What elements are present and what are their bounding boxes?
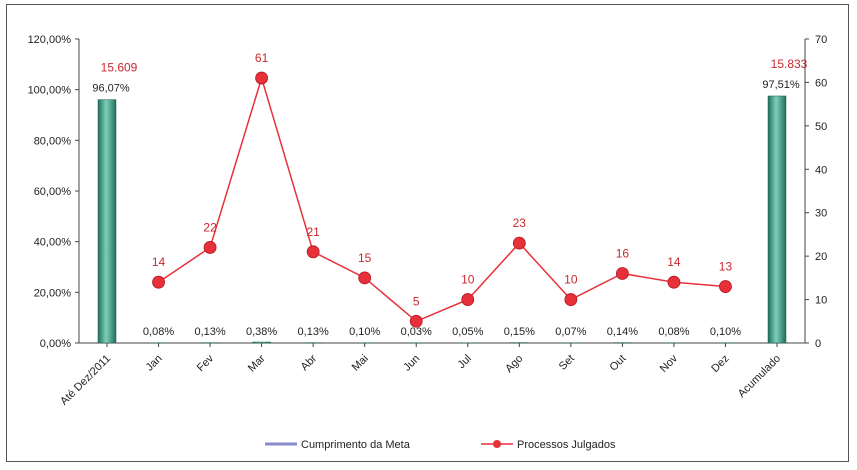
x-tick-label: Abr	[299, 352, 320, 373]
combo-chart: 0,00% 20,00% 40,00% 60,00% 80,00% 100,00% 120,…	[28, 34, 828, 451]
line-value-label: 10	[461, 273, 475, 287]
line-point	[719, 280, 732, 293]
line-point	[358, 271, 372, 285]
line-point	[512, 236, 526, 250]
x-tick-label: Nov	[658, 352, 681, 375]
bar-total-label: 15.609	[101, 61, 138, 75]
line-point	[461, 293, 475, 306]
x-tick-label: Acumulado	[736, 353, 783, 400]
left-tick-label: 0,00%	[40, 338, 71, 350]
x-tick-label: Out	[607, 353, 628, 374]
line-value-label: 14	[152, 255, 166, 269]
x-tick-label: Ago	[503, 353, 525, 375]
bar-total-label: 15.833	[771, 57, 808, 71]
left-tick-label: 20,00%	[34, 287, 72, 299]
x-tick-label: Fev	[195, 352, 217, 374]
bar-value-label: 0,08%	[143, 326, 174, 338]
bar-value-label: 0,08%	[658, 326, 689, 338]
bars	[97, 95, 787, 344]
x-tick-label: Set	[557, 353, 577, 373]
bar-value-label: 0,10%	[349, 326, 380, 338]
legend-label-meta: Cumprimento da Meta	[301, 439, 411, 451]
bar	[767, 95, 787, 344]
line-value-label: 61	[255, 51, 269, 65]
line-point	[667, 275, 681, 289]
bar-value-label: 0,13%	[298, 326, 329, 338]
line-point	[255, 71, 269, 85]
bar-value-label: 0,05%	[452, 326, 483, 338]
axes: 0,00% 20,00% 40,00% 60,00% 80,00% 100,00% 120,…	[28, 34, 828, 408]
right-tick-label: 60	[815, 77, 827, 89]
line-point	[615, 267, 629, 280]
right-tick-label: 30	[815, 208, 827, 220]
legend-marker-processos	[493, 440, 501, 448]
line-value-label: 13	[719, 260, 733, 274]
right-tick-label: 40	[815, 164, 827, 176]
right-tick-label: 20	[815, 251, 827, 263]
left-tick-label: 120,00%	[28, 34, 72, 46]
bar-value-label: 0,38%	[246, 326, 277, 338]
bar-value-label: 0,07%	[555, 326, 586, 338]
bar-value-label: 97,51%	[762, 79, 800, 91]
bar-value-label: 0,03%	[401, 326, 432, 338]
line-series: 14 22 61 21 15 5 10 23 10 16 14 13	[152, 51, 733, 328]
line-value-label: 5	[413, 294, 420, 308]
left-tick-label: 40,00%	[34, 237, 72, 249]
x-tick-label: Mar	[246, 352, 268, 374]
x-tick-label: Jul	[455, 353, 473, 371]
line-point	[152, 275, 165, 289]
bar	[97, 99, 117, 344]
processos-julgados-line	[158, 75, 726, 323]
line-value-label: 22	[203, 220, 217, 234]
right-tick-label: 70	[815, 34, 827, 46]
labels: 96,07% 0,08% 0,13% 0,38% 0,13% 0,10% 0,03% 0,05…	[92, 57, 807, 338]
line-value-label: 10	[564, 273, 578, 287]
x-tick-label: Jan	[144, 353, 165, 374]
line-point	[203, 241, 217, 254]
bar-value-label: 0,14%	[607, 326, 638, 338]
legend: Cumprimento da Meta Processos Julgados	[265, 439, 616, 451]
x-tick-label: Dez	[709, 353, 731, 375]
line-value-label: 23	[513, 216, 527, 230]
x-tick-label: Até Dez/2011	[58, 353, 113, 408]
line-point	[564, 293, 578, 306]
legend-label-processos: Processos Julgados	[517, 439, 616, 451]
bar-value-label: 0,15%	[504, 326, 535, 338]
bar-value-label: 0,10%	[710, 326, 741, 338]
left-tick-label: 60,00%	[34, 186, 72, 198]
bar	[252, 341, 271, 344]
left-tick-label: 100,00%	[28, 85, 72, 97]
line-point	[409, 314, 423, 328]
x-tick-label: Jun	[401, 353, 422, 374]
line-value-label: 14	[667, 255, 681, 269]
line-point	[306, 245, 320, 259]
bar-value-label: 96,07%	[92, 83, 130, 95]
chart-frame: 0,00% 20,00% 40,00% 60,00% 80,00% 100,00% 120,…	[6, 4, 849, 462]
line-value-label: 21	[306, 225, 320, 239]
right-tick-label: 50	[815, 121, 827, 133]
right-tick-label: 10	[815, 295, 827, 307]
right-tick-label: 0	[815, 338, 821, 350]
line-value-label: 16	[616, 247, 630, 261]
left-tick-label: 80,00%	[34, 135, 72, 147]
x-tick-label: Mai	[350, 353, 371, 374]
line-value-label: 15	[358, 251, 372, 265]
bar-value-label: 0,13%	[194, 326, 225, 338]
